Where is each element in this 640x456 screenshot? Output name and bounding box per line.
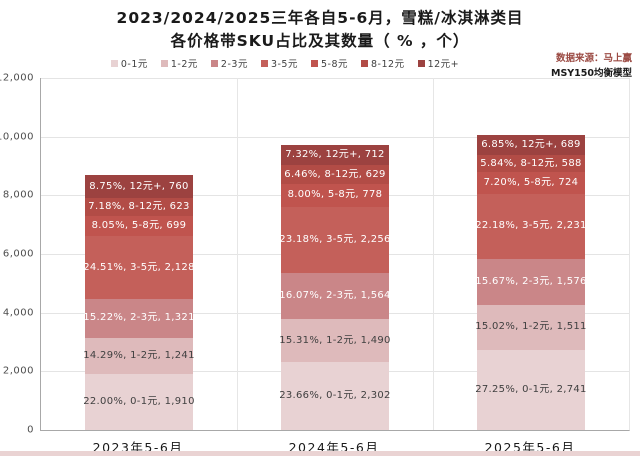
stacked-bar: 8.75%, 12元+, 760 7.18%, 8-12元, 623 8.05%, … <box>83 78 195 430</box>
data-source-line1: 数据来源：马上赢 <box>555 53 632 64</box>
chart-legend: 0-1元 1-2元 2-3元 3-5元 5-8元 8-12元 12元+ <box>0 56 640 70</box>
y-tick-label: 12,000 <box>0 72 34 84</box>
bar-segment-label: 27.25%, 0-1元, 2,741 <box>475 383 587 395</box>
legend-label: 5-8元 <box>320 59 349 70</box>
bar-segment: 15.67%, 2-3元, 1,576 <box>475 259 587 306</box>
bar-segment-label: 7.20%, 5-8元, 724 <box>483 177 579 189</box>
bar-segment: 15.22%, 2-3元, 1,321 <box>83 298 195 338</box>
y-axis-tick-labels: 0 2,000 4,000 6,000 8,000 10,000 12,000 <box>0 73 34 436</box>
bottom-decorative-strip <box>0 451 640 456</box>
bar-segment: 8.75%, 12元+, 760 <box>85 175 193 198</box>
bar-segment: 7.20%, 5-8元, 724 <box>477 172 585 194</box>
legend-swatch <box>310 59 318 67</box>
legend-item: 8-12元 <box>361 56 405 70</box>
bar-segment: 15.31%, 1-2元, 1,490 <box>279 318 391 363</box>
legend-label: 2-3元 <box>220 59 248 70</box>
chart-title: 2023/2024/2025三年各自5-6月，雪糕/冰淇淋类目 各价格带SKU占… <box>0 7 640 53</box>
legend-swatch <box>417 59 425 67</box>
gridline <box>41 78 629 79</box>
legend-label: 0-1元 <box>120 59 148 70</box>
x-axis-label: 2024年5-6月 <box>288 439 380 455</box>
bar-segment-label: 8.05%, 5-8元, 699 <box>91 220 187 232</box>
bar-segment-label: 8.75%, 12元+, 760 <box>89 180 189 192</box>
plot-area: 8.75%, 12元+, 760 7.18%, 8-12元, 623 8.05%, … <box>40 78 630 431</box>
y-tick-label: 10,000 <box>0 131 34 143</box>
bar-segment: 7.18%, 8-12元, 623 <box>85 197 193 216</box>
legend-item: 5-8元 <box>310 56 349 70</box>
legend-item: 2-3元 <box>210 56 248 70</box>
chart-title-line2: 各价格带SKU占比及其数量（ % ，个） <box>170 32 470 50</box>
legend-item: 1-2元 <box>160 56 198 70</box>
y-tick-label: 8,000 <box>2 189 34 201</box>
bar-segment: 15.02%, 1-2元, 1,511 <box>475 305 587 350</box>
bar-segment: 27.25%, 0-1元, 2,741 <box>475 349 587 430</box>
bar-segment-label: 23.66%, 0-1元, 2,302 <box>279 390 391 402</box>
bar-segment: 6.46%, 8-12元, 629 <box>281 165 389 184</box>
bar-segment: 23.66%, 0-1元, 2,302 <box>279 362 391 430</box>
legend-label: 12元+ <box>427 59 460 70</box>
stacked-bar: 7.32%, 12元+, 712 6.46%, 8-12元, 629 8.00%, … <box>279 78 391 430</box>
bar-segment-label: 24.51%, 3-5元, 2,128 <box>83 261 195 273</box>
bar-segment: 14.29%, 1-2元, 1,241 <box>83 337 195 374</box>
legend-swatch <box>361 59 369 67</box>
bar-segment-label: 16.07%, 2-3元, 1,564 <box>279 289 391 301</box>
bar-segment-label: 15.67%, 2-3元, 1,576 <box>475 276 587 288</box>
y-tick-label: 4,000 <box>2 307 34 319</box>
chart-title-line1: 2023/2024/2025三年各自5-6月，雪糕/冰淇淋类目 <box>116 9 524 27</box>
x-axis-label: 2025年5-6月 <box>484 439 576 455</box>
bar-segment-label: 8.00%, 5-8元, 778 <box>287 189 383 201</box>
category-separator <box>433 78 434 430</box>
bar-segment: 24.51%, 3-5元, 2,128 <box>83 236 195 299</box>
bar-segment-label: 22.00%, 0-1元, 1,910 <box>83 395 195 407</box>
legend-item: 0-1元 <box>110 56 148 70</box>
bar-segment: 6.85%, 12元+, 689 <box>477 134 585 156</box>
stacked-bar: 6.85%, 12元+, 689 5.84%, 8-12元, 588 7.20%, … <box>475 78 587 430</box>
bar-group: 6.85%, 12元+, 689 5.84%, 8-12元, 588 7.20%, … <box>433 78 629 430</box>
bar-segment-label: 6.85%, 12元+, 689 <box>481 139 581 151</box>
bar-segment-label: 5.84%, 8-12元, 588 <box>480 157 582 169</box>
legend-label: 1-2元 <box>170 59 198 70</box>
legend-item: 12元+ <box>417 56 460 70</box>
bar-segment: 8.00%, 5-8元, 778 <box>281 183 389 207</box>
bar-segment-label: 15.02%, 1-2元, 1,511 <box>475 321 587 333</box>
bar-segment: 5.84%, 8-12元, 588 <box>477 155 585 173</box>
bar-segment-label: 22.18%, 3-5元, 2,231 <box>475 220 587 232</box>
y-tick-label: 2,000 <box>2 365 34 377</box>
legend-item: 3-5元 <box>260 56 298 70</box>
bar-segment-label: 6.46%, 8-12元, 629 <box>284 168 386 180</box>
bar-group: 7.32%, 12元+, 712 6.46%, 8-12元, 629 8.00%, … <box>237 78 433 430</box>
y-tick-label: 6,000 <box>2 248 34 260</box>
bar-segment: 22.00%, 0-1元, 1,910 <box>83 373 195 430</box>
category-separator <box>236 78 238 430</box>
bar-segment-label: 15.31%, 1-2元, 1,490 <box>279 334 391 346</box>
bar-segment: 23.18%, 3-5元, 2,256 <box>279 206 391 273</box>
y-tick-label: 0 <box>27 424 34 436</box>
legend-swatch <box>160 59 168 67</box>
bar-segment: 8.05%, 5-8元, 699 <box>85 215 193 237</box>
bar-segment-label: 7.18%, 8-12元, 623 <box>88 200 190 212</box>
legend-swatch <box>210 59 218 67</box>
bar-group: 8.75%, 12元+, 760 7.18%, 8-12元, 623 8.05%, … <box>41 78 237 430</box>
bar-segment: 7.32%, 12元+, 712 <box>281 144 389 166</box>
data-source-note: 数据来源：马上赢 MSY150均衡模型 <box>551 51 632 81</box>
bar-segment-label: 23.18%, 3-5元, 2,256 <box>279 233 391 245</box>
data-source-line2: MSY150均衡模型 <box>550 68 632 79</box>
bar-segment: 22.18%, 3-5元, 2,231 <box>475 193 587 260</box>
gridline <box>41 136 629 138</box>
bar-segment: 16.07%, 2-3元, 1,564 <box>279 272 391 319</box>
x-axis-labels: 2023年5-6月 2024年5-6月 2025年5-6月 <box>40 430 628 456</box>
x-axis-label: 2023年5-6月 <box>92 439 184 455</box>
legend-label: 3-5元 <box>270 59 298 70</box>
bar-segment-label: 7.32%, 12元+, 712 <box>285 149 385 161</box>
legend-label: 8-12元 <box>371 59 405 70</box>
legend-swatch <box>110 59 118 67</box>
legend-swatch <box>260 59 268 67</box>
bar-segment-label: 15.22%, 2-3元, 1,321 <box>83 312 195 324</box>
bar-segment-label: 14.29%, 1-2元, 1,241 <box>83 349 195 361</box>
